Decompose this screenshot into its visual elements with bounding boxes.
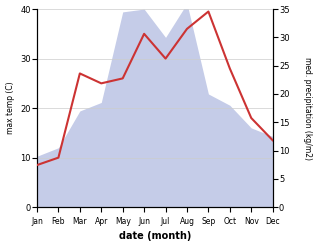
- Y-axis label: max temp (C): max temp (C): [5, 82, 15, 134]
- Y-axis label: med. precipitation (kg/m2): med. precipitation (kg/m2): [303, 57, 313, 160]
- X-axis label: date (month): date (month): [119, 231, 191, 242]
